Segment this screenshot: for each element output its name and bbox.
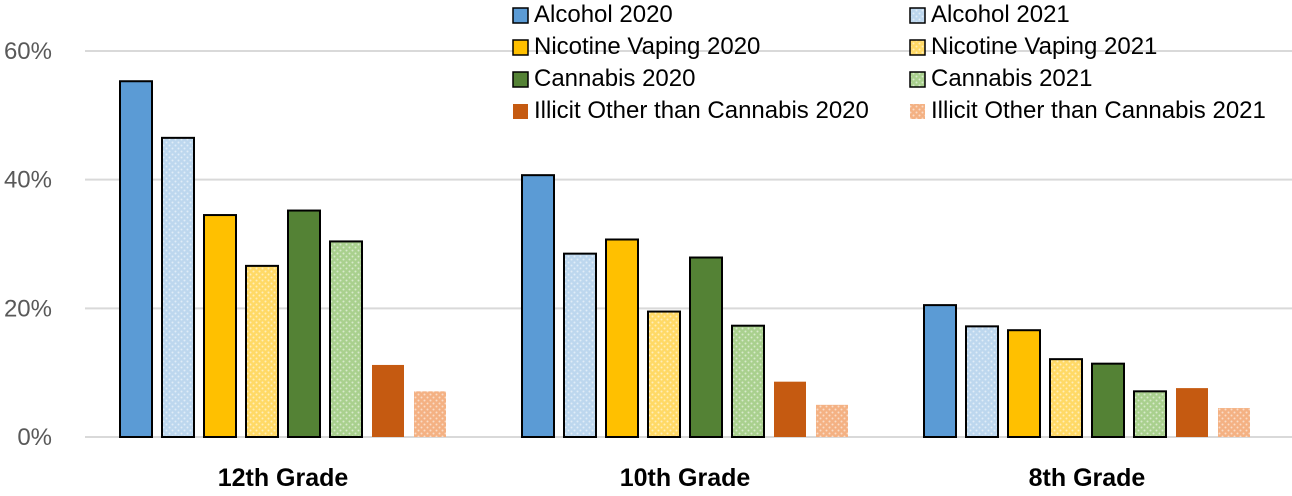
legend: Alcohol 2020 Alcohol 2021 Nicotine Vaping … [512, 1, 1266, 124]
bar-nicotine-vaping-2020-12th-grade[interactable] [203, 214, 237, 438]
bar-illicit-other-than-cannabis-2021-12th-grade[interactable] [414, 391, 446, 437]
bar-cannabis-2021-10th-grade[interactable] [731, 324, 765, 439]
bar-cannabis-2021-12th-grade[interactable] [329, 240, 363, 438]
legend-swatch [909, 7, 926, 24]
y-tick-label: 0% [17, 424, 52, 451]
y-tick-label: 40% [4, 167, 52, 194]
legend-label: Cannabis 2020 [534, 65, 695, 92]
bar-nicotine-vaping-2020-10th-grade[interactable] [605, 238, 639, 438]
bar-alcohol-2020-10th-grade[interactable] [521, 174, 555, 438]
bar-alcohol-2021-12th-grade[interactable] [161, 136, 195, 438]
legend-item-cannabis-2021[interactable]: Cannabis 2021 [909, 65, 1092, 92]
legend-swatch [512, 7, 529, 24]
legend-swatch [513, 104, 528, 119]
bar-alcohol-2020-12th-grade[interactable] [119, 80, 153, 438]
legend-label: Alcohol 2021 [931, 1, 1070, 28]
bar-illicit-other-than-cannabis-2020-12th-grade[interactable] [372, 364, 404, 437]
legend-item-illicit-other-than-cannabis-2020[interactable]: Illicit Other than Cannabis 2020 [513, 97, 869, 124]
bar-nicotine-vaping-2020-8th-grade[interactable] [1007, 329, 1041, 438]
legend-item-nicotine-vaping-2020[interactable]: Nicotine Vaping 2020 [512, 33, 760, 60]
bar-illicit-other-than-cannabis-2020-8th-grade[interactable] [1176, 388, 1208, 437]
legend-label: Illicit Other than Cannabis 2021 [931, 97, 1266, 124]
bar-cannabis-2020-12th-grade[interactable] [287, 209, 321, 438]
bar-cannabis-2020-10th-grade[interactable] [689, 256, 723, 439]
legend-label: Nicotine Vaping 2021 [931, 33, 1157, 60]
bars [119, 80, 1250, 439]
bar-alcohol-2021-8th-grade[interactable] [965, 325, 999, 439]
bar-illicit-other-than-cannabis-2020-10th-grade[interactable] [774, 381, 806, 437]
legend-item-illicit-other-than-cannabis-2021[interactable]: Illicit Other than Cannabis 2021 [910, 97, 1266, 124]
bar-illicit-other-than-cannabis-2021-8th-grade[interactable] [1218, 408, 1250, 437]
legend-swatch [512, 39, 529, 56]
bar-alcohol-2021-10th-grade[interactable] [563, 252, 597, 438]
bar-nicotine-vaping-2021-8th-grade[interactable] [1049, 358, 1083, 439]
bar-cannabis-2020-8th-grade[interactable] [1091, 362, 1125, 438]
bar-nicotine-vaping-2021-10th-grade[interactable] [647, 310, 681, 438]
y-tick-label: 60% [4, 38, 52, 65]
legend-swatch [910, 104, 925, 119]
legend-label: Alcohol 2020 [534, 1, 673, 28]
axes: 0% 20% 40% 60% 12th Grade 10th Grade 8th Grade [4, 38, 1145, 492]
bar-cannabis-2021-8th-grade[interactable] [1133, 390, 1167, 438]
x-category-label: 10th Grade [620, 464, 751, 492]
legend-swatch [512, 71, 529, 88]
legend-label: Illicit Other than Cannabis 2020 [534, 97, 869, 124]
gridlines [85, 50, 1292, 438]
bar-nicotine-vaping-2021-12th-grade[interactable] [245, 264, 279, 438]
legend-swatch [909, 71, 926, 88]
legend-item-alcohol-2021[interactable]: Alcohol 2021 [909, 1, 1070, 28]
legend-item-alcohol-2020[interactable]: Alcohol 2020 [512, 1, 673, 28]
legend-label: Cannabis 2021 [931, 65, 1092, 92]
legend-label: Nicotine Vaping 2020 [534, 33, 760, 60]
x-category-label: 12th Grade [218, 464, 349, 492]
bar-alcohol-2020-8th-grade[interactable] [923, 304, 957, 438]
legend-item-nicotine-vaping-2021[interactable]: Nicotine Vaping 2021 [909, 33, 1157, 60]
bar-illicit-other-than-cannabis-2021-10th-grade[interactable] [816, 404, 848, 437]
y-tick-label: 20% [4, 295, 52, 322]
x-category-label: 8th Grade [1029, 464, 1146, 492]
legend-item-cannabis-2020[interactable]: Cannabis 2020 [512, 65, 695, 92]
legend-swatch [909, 39, 926, 56]
